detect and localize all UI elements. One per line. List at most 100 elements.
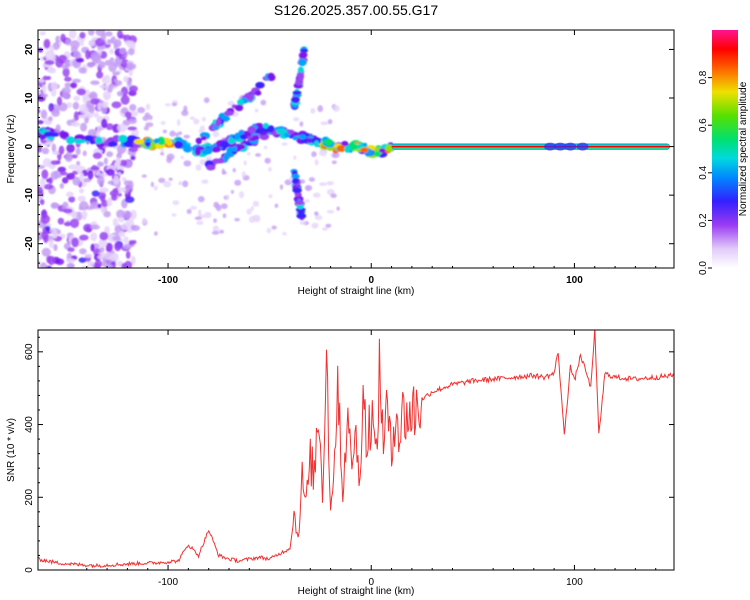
- spectrogram-ridge-blob: [66, 136, 75, 145]
- spectrogram-ridge-blob: [108, 141, 118, 147]
- spectrogram-noise-blob: [50, 170, 59, 180]
- colorbar-ticks: 0.0 0.2 0.4 0.6 0.8: [698, 70, 712, 275]
- spectrogram-ridge-blob: [292, 135, 298, 141]
- spectrogram-noise-blob: [212, 130, 220, 138]
- spectrogram-branch-blob: [292, 90, 302, 95]
- spectrogram-noise-blob: [106, 197, 113, 207]
- spectrogram-ridge-blob: [201, 147, 213, 155]
- spectrogram-ridge-blob: [117, 134, 128, 143]
- spectrogram-noise-blob: [76, 160, 81, 166]
- spectrogram-noise-blob: [325, 223, 332, 228]
- spectrogram-noise-blob: [168, 177, 173, 181]
- spectrogram-noise-blob: [264, 157, 271, 164]
- spectrogram-ridge-blob: [89, 140, 95, 145]
- spectrogram-noise-blob: [303, 199, 311, 203]
- spectrogram-ridge-blob: [220, 140, 230, 149]
- spectrogram-noise-blob: [106, 151, 114, 158]
- band-blob: [544, 142, 557, 151]
- spectrogram-noise-blob: [56, 160, 61, 165]
- spectrogram-noise-blob: [299, 221, 307, 225]
- spectrogram-noise-blob: [79, 32, 86, 39]
- spectrogram-noise-blob: [171, 102, 177, 107]
- spectrogram-noise-blob: [311, 151, 317, 158]
- spectrogram-noise-blob: [78, 201, 89, 211]
- spectrogram-noise-blob: [75, 147, 81, 156]
- spectrogram-ridge-blob: [59, 131, 69, 139]
- spectrogram-ridge-blob: [195, 146, 205, 151]
- spectrogram-noise-blob: [48, 177, 53, 185]
- spectrogram-noise-blob: [122, 243, 132, 250]
- spectrogram-noise-blob: [90, 224, 100, 230]
- colorbar-tick-label: 0.6: [698, 118, 709, 132]
- spectrogram-noise-blob: [40, 214, 51, 224]
- spectrogram-noise-blob: [39, 31, 46, 36]
- spectrogram-ridge-blob: [262, 122, 270, 129]
- spectrogram-branch-blob: [246, 93, 255, 101]
- y-tick-label: 400: [24, 416, 35, 433]
- spectrogram-noise-blob: [87, 261, 95, 267]
- spectrogram-noise-blob: [190, 205, 197, 210]
- spectrogram-frame: [37, 29, 675, 269]
- spectrogram-noise-blob: [118, 34, 127, 39]
- spectrogram-noise-blob: [49, 44, 55, 55]
- spectrogram-noise-blob: [92, 152, 103, 159]
- spectrogram-noise-blob: [87, 170, 94, 180]
- spectrogram-noise-blob: [111, 101, 122, 109]
- spectrogram-noise-blob: [317, 105, 324, 113]
- spectrogram-noise-blob: [71, 210, 76, 219]
- spectrogram-branch-blob: [237, 98, 244, 106]
- spectrogram-noise-blob: [196, 220, 204, 226]
- spectrogram-noise-blob: [64, 82, 72, 88]
- y-tick-label: 0: [24, 143, 35, 149]
- spectrogram-noise-blob: [183, 134, 191, 139]
- band-blob: [576, 142, 589, 151]
- spectrogram-ridge-blob: [84, 135, 94, 142]
- spectrogram-noise-blob: [123, 75, 129, 83]
- spectrogram-noise-blob: [38, 108, 41, 114]
- spectrogram-noise-blob: [43, 235, 49, 244]
- spectrogram-noise-blob: [38, 164, 45, 169]
- colorbar-tick-label: 0.0: [698, 261, 709, 275]
- spectrogram-noise-blob: [105, 31, 113, 37]
- spectrogram-noise-blob: [304, 185, 313, 191]
- spectrogram-noise-blob: [95, 30, 106, 37]
- spectrogram-noise-blob: [78, 188, 85, 194]
- spectrogram-noise-blob: [268, 194, 273, 199]
- spectrogram-noise-blob: [90, 243, 95, 252]
- spectrogram-noise-blob: [70, 40, 80, 49]
- spectrogram-noise-blob: [98, 60, 106, 69]
- spectrogram-noise-blob: [117, 123, 127, 133]
- spectrogram-noise-blob: [102, 90, 112, 101]
- band-blob: [564, 142, 577, 151]
- snr-panel: -100 0 100 0 200 400 600 Height of straight l…: [6, 329, 675, 597]
- spectrogram-noise-blob: [44, 60, 55, 65]
- spectrogram-noise-blob: [68, 164, 78, 170]
- spectrogram-branch-blob: [223, 154, 229, 162]
- spectrogram-noise-blob: [40, 109, 48, 120]
- spectrogram-noise-blob: [97, 161, 104, 167]
- spectrogram-noise-blob: [123, 236, 129, 244]
- spectrogram-ridge-blob: [314, 140, 320, 148]
- spectrogram-noise-blob: [178, 180, 183, 186]
- spectrogram-noise-blob: [293, 117, 300, 122]
- spectrogram-noise-blob: [130, 209, 137, 220]
- spectrogram-noise-blob: [130, 255, 136, 266]
- spectrogram-noise-blob: [97, 254, 105, 260]
- spectrogram-noise-blob: [213, 201, 219, 209]
- spectrogram-noise-blob: [221, 203, 228, 210]
- spectrogram-noise-blob: [175, 132, 179, 137]
- spectrogram-noise-blob: [91, 54, 102, 64]
- spectrogram-noise-blob: [293, 155, 297, 160]
- spectrogram-noise-blob: [109, 57, 115, 65]
- spectrogram-noise-blob: [160, 152, 165, 156]
- spectrogram-noise-blob: [129, 110, 139, 117]
- spectrogram-noise-blob: [81, 210, 88, 219]
- spectrogram-noise-blob: [118, 231, 126, 238]
- spectrogram-noise-blob: [67, 247, 75, 252]
- colorbar-tick-label: 0.2: [698, 213, 709, 227]
- spectrogram-noise-blob: [71, 78, 82, 83]
- spectrogram-noise-blob: [195, 164, 202, 171]
- spectrogram-noise-blob: [39, 177, 46, 188]
- spectrogram-noise-blob: [97, 203, 102, 209]
- snr-frame: [37, 329, 675, 571]
